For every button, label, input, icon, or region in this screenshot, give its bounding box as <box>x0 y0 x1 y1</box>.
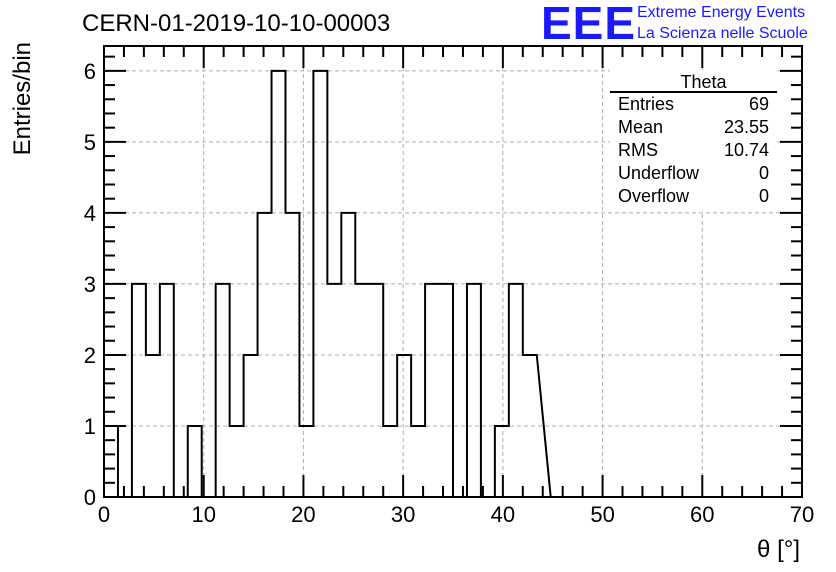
y-tick-label: 5 <box>84 130 96 155</box>
stats-box: Theta Entries 69 Mean 23.55 RMS 10.74 Underflo… <box>610 70 777 210</box>
histogram-bin <box>188 426 202 497</box>
histogram-bin <box>104 426 118 497</box>
y-tick-label: 6 <box>84 59 96 84</box>
x-tick-label: 40 <box>491 502 515 527</box>
histogram-bin <box>439 284 453 497</box>
stats-row-label: Entries <box>618 94 674 114</box>
y-tick-label: 1 <box>84 414 96 439</box>
stats-rows: Entries 69 Mean 23.55 RMS 10.74 Underflow 0 Over… <box>618 94 769 206</box>
stats-row-value: 0 <box>759 186 769 206</box>
logo-text-line2: La Scienza nelle Scuole <box>637 25 808 42</box>
y-tick-label: 3 <box>84 272 96 297</box>
stats-row-value: 0 <box>759 163 769 183</box>
y-tick-label: 0 <box>84 485 96 510</box>
x-axis-label: θ [°] <box>757 536 800 563</box>
histogram-bin <box>467 284 481 497</box>
stats-row-label: Mean <box>618 117 663 137</box>
logo-text-line1: Extreme Energy Events <box>637 4 806 21</box>
histogram-bin <box>355 284 369 497</box>
histogram-outline <box>103 69 552 498</box>
x-tick-label: 20 <box>291 502 315 527</box>
x-tick-label: 30 <box>391 502 415 527</box>
y-tick-label: 2 <box>84 343 96 368</box>
histogram-bin <box>327 284 341 497</box>
histogram-bin <box>216 284 230 497</box>
stats-row-value: 10.74 <box>724 140 769 160</box>
histogram-bin <box>509 284 523 497</box>
stats-box-title: Theta <box>680 72 727 92</box>
histogram-bin <box>299 426 313 497</box>
histogram-bin <box>230 426 244 497</box>
histogram-bars <box>103 69 552 498</box>
axis-ticks <box>103 46 803 498</box>
stats-row-value: 23.55 <box>724 117 769 137</box>
x-tick-label: 70 <box>790 502 814 527</box>
x-tick-label: 0 <box>98 502 110 527</box>
tick-labels: 0 10 20 30 40 50 60 70 0 1 2 3 4 5 6 <box>84 59 814 527</box>
histogram-bin <box>369 284 383 497</box>
histogram-bin <box>132 284 146 497</box>
x-tick-label: 10 <box>191 502 215 527</box>
y-axis-label: Entries/bin <box>9 42 36 155</box>
stats-box-background <box>610 70 777 210</box>
x-tick-label: 50 <box>590 502 614 527</box>
y-tick-label: 4 <box>84 201 96 226</box>
stats-row-label: Overflow <box>618 186 690 206</box>
plot-frame <box>103 45 803 498</box>
histogram-bin <box>425 284 439 497</box>
chart-title: CERN-01-2019-10-10-00003 <box>82 10 391 37</box>
x-tick-label: 60 <box>690 502 714 527</box>
eee-logo-mark: EEE <box>541 0 637 49</box>
stats-row-label: RMS <box>618 140 658 160</box>
histogram-bin <box>383 426 397 497</box>
stats-row-value: 69 <box>749 94 769 114</box>
stats-row-label: Underflow <box>618 163 700 183</box>
histogram-bin <box>160 284 174 497</box>
